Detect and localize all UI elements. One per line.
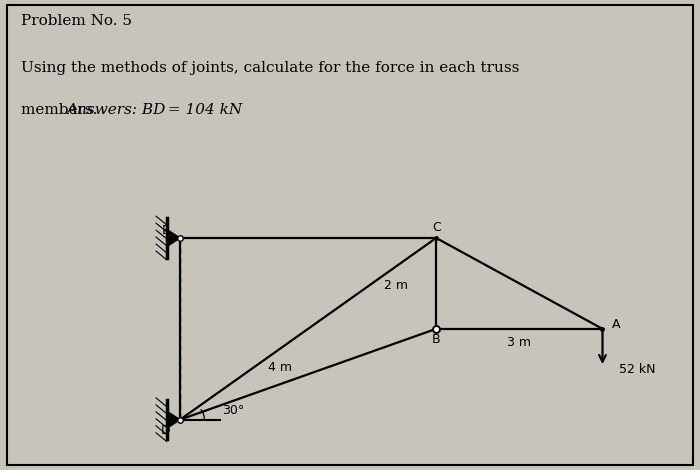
- Text: 3 m: 3 m: [508, 336, 531, 349]
- Text: 2 m: 2 m: [384, 279, 408, 292]
- Text: A: A: [612, 318, 620, 331]
- Text: 52 kN: 52 kN: [619, 363, 655, 376]
- Text: Problem No. 5: Problem No. 5: [21, 14, 132, 28]
- Text: Answers: BD: Answers: BD: [66, 103, 166, 118]
- Text: members.: members.: [21, 103, 102, 118]
- Text: Using the methods of joints, calculate for the force in each truss: Using the methods of joints, calculate f…: [21, 61, 519, 75]
- Text: D: D: [161, 424, 170, 437]
- Text: 4 m: 4 m: [268, 360, 292, 374]
- Text: 30°: 30°: [222, 404, 244, 417]
- Text: = 104 kN: = 104 kN: [163, 103, 242, 118]
- Text: B: B: [432, 333, 440, 346]
- Polygon shape: [167, 411, 180, 429]
- Text: C: C: [432, 220, 440, 234]
- Polygon shape: [167, 229, 180, 247]
- Text: E: E: [162, 224, 169, 237]
